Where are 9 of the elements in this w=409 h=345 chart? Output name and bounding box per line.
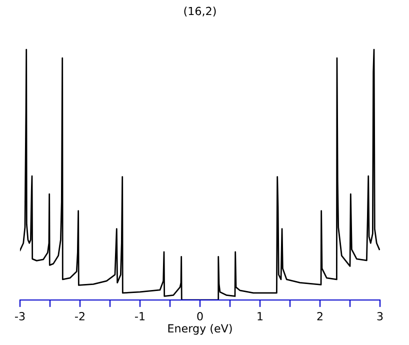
x-tick-label: 2 <box>317 312 322 320</box>
x-tick-label: -3 <box>15 312 25 320</box>
x-tick-label: 3 <box>377 312 383 320</box>
x-tick-label: 1 <box>258 312 263 320</box>
x-tick-label: -1 <box>135 312 145 320</box>
x-axis-title: Energy (eV) <box>168 324 232 335</box>
chart-title: (16,2) <box>184 6 216 17</box>
x-tick-label: -2 <box>75 312 84 320</box>
x-tick-label: 0 <box>197 312 203 320</box>
